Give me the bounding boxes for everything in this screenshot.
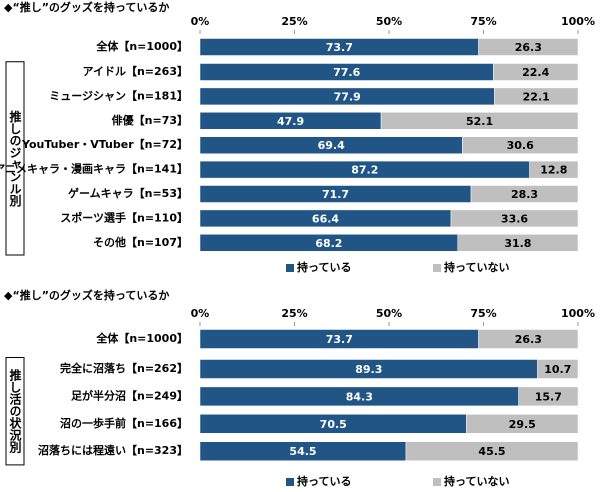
bar-segment bbox=[380, 112, 579, 130]
x-tick-label: 0% bbox=[191, 15, 210, 28]
data-label: 30.6 bbox=[507, 139, 534, 152]
legend-swatch bbox=[286, 264, 294, 272]
data-label: 66.4 bbox=[312, 212, 339, 225]
data-label: 15.7 bbox=[535, 390, 562, 403]
bar-segment bbox=[537, 359, 579, 379]
bar-segment bbox=[478, 329, 579, 349]
x-tick-label: 50% bbox=[376, 15, 402, 28]
category-label: ゲームキャラ【n=53】 bbox=[68, 186, 188, 200]
x-tick-label: 25% bbox=[281, 15, 307, 28]
x-tick-label: 100% bbox=[561, 307, 595, 320]
category-label: 俳優【n=73】 bbox=[112, 113, 188, 127]
category-label: 足が半分沼【n=249】 bbox=[71, 388, 188, 402]
category-label: 全体【n=1000】 bbox=[95, 331, 188, 345]
data-label: 33.6 bbox=[501, 212, 528, 225]
data-label: 26.3 bbox=[515, 41, 542, 54]
data-label: 71.7 bbox=[322, 188, 349, 201]
data-label: 70.5 bbox=[320, 418, 347, 431]
data-label: 77.6 bbox=[333, 66, 360, 79]
data-label: 87.2 bbox=[351, 164, 378, 177]
chart-title: ◆“推し”のグッズを持っているか bbox=[4, 0, 169, 14]
data-label: 47.9 bbox=[277, 115, 304, 128]
data-label: 68.2 bbox=[315, 237, 342, 250]
legend-label: 持っていない bbox=[444, 474, 509, 488]
bar-segment bbox=[470, 185, 579, 203]
x-tick-label: 0% bbox=[191, 307, 210, 320]
data-label: 89.3 bbox=[355, 363, 382, 376]
chart-title: ◆“推し”のグッズを持っているか bbox=[4, 288, 169, 302]
data-label: 69.4 bbox=[318, 139, 345, 152]
legend-label: 持っていない bbox=[444, 260, 509, 274]
data-label: 45.5 bbox=[478, 445, 505, 458]
legend-swatch bbox=[433, 478, 441, 486]
category-label: 沼の一歩手前【n=166】 bbox=[60, 416, 188, 430]
data-label: 54.5 bbox=[289, 445, 316, 458]
data-label: 12.8 bbox=[540, 164, 567, 177]
bar-segment bbox=[518, 386, 579, 407]
bar-segment bbox=[493, 63, 579, 81]
data-label: 22.1 bbox=[523, 90, 550, 103]
data-label: 26.3 bbox=[515, 333, 542, 346]
legend-swatch bbox=[433, 264, 441, 272]
x-tick-label: 25% bbox=[281, 307, 307, 320]
bar-segment bbox=[462, 136, 579, 154]
category-label: アニメキャラ・漫画キャラ【n=141】 bbox=[0, 162, 188, 176]
legend-label: 持っている bbox=[297, 260, 351, 274]
data-label: 73.7 bbox=[326, 41, 353, 54]
bar-segment bbox=[494, 87, 579, 106]
data-label: 73.7 bbox=[326, 333, 353, 346]
group-label: 推し活の状況別 bbox=[8, 368, 22, 454]
category-label: 全体【n=1000】 bbox=[95, 39, 188, 53]
group-box bbox=[5, 61, 25, 256]
data-label: 22.4 bbox=[522, 66, 549, 79]
category-label: ミュージシャン【n=181】 bbox=[49, 89, 188, 102]
data-label: 84.3 bbox=[346, 390, 373, 403]
category-label: 沼落ちには程遠い【n=323】 bbox=[38, 443, 188, 457]
legend-label: 持っている bbox=[297, 474, 351, 488]
data-label: 31.8 bbox=[504, 237, 531, 250]
data-label: 77.9 bbox=[334, 90, 361, 103]
x-tick-label: 75% bbox=[470, 307, 496, 320]
bar-segment bbox=[457, 234, 579, 252]
bar-segment bbox=[405, 441, 579, 461]
bar-segment bbox=[478, 38, 579, 56]
category-label: スポーツ選手【n=110】 bbox=[60, 210, 188, 224]
category-label: アイドル【n=263】 bbox=[83, 65, 188, 78]
category-label: 完全に沼落ち【n=262】 bbox=[60, 361, 188, 375]
category-label: YouTuber・VTuber【n=72】 bbox=[21, 138, 188, 151]
data-label: 10.7 bbox=[544, 363, 571, 376]
data-label: 28.3 bbox=[511, 188, 538, 201]
group-label: 推しのジャンル別 bbox=[8, 109, 22, 207]
x-tick-label: 50% bbox=[376, 307, 402, 320]
data-label: 52.1 bbox=[466, 115, 493, 128]
group-box bbox=[5, 356, 25, 466]
x-tick-label: 100% bbox=[561, 15, 595, 28]
bar-segment bbox=[466, 414, 579, 434]
bar-segment bbox=[450, 209, 579, 228]
legend-swatch bbox=[286, 478, 294, 486]
bar-segment bbox=[529, 160, 579, 179]
category-label: その他【n=107】 bbox=[93, 235, 188, 249]
data-label: 29.5 bbox=[509, 418, 536, 431]
x-tick-label: 75% bbox=[470, 15, 496, 28]
